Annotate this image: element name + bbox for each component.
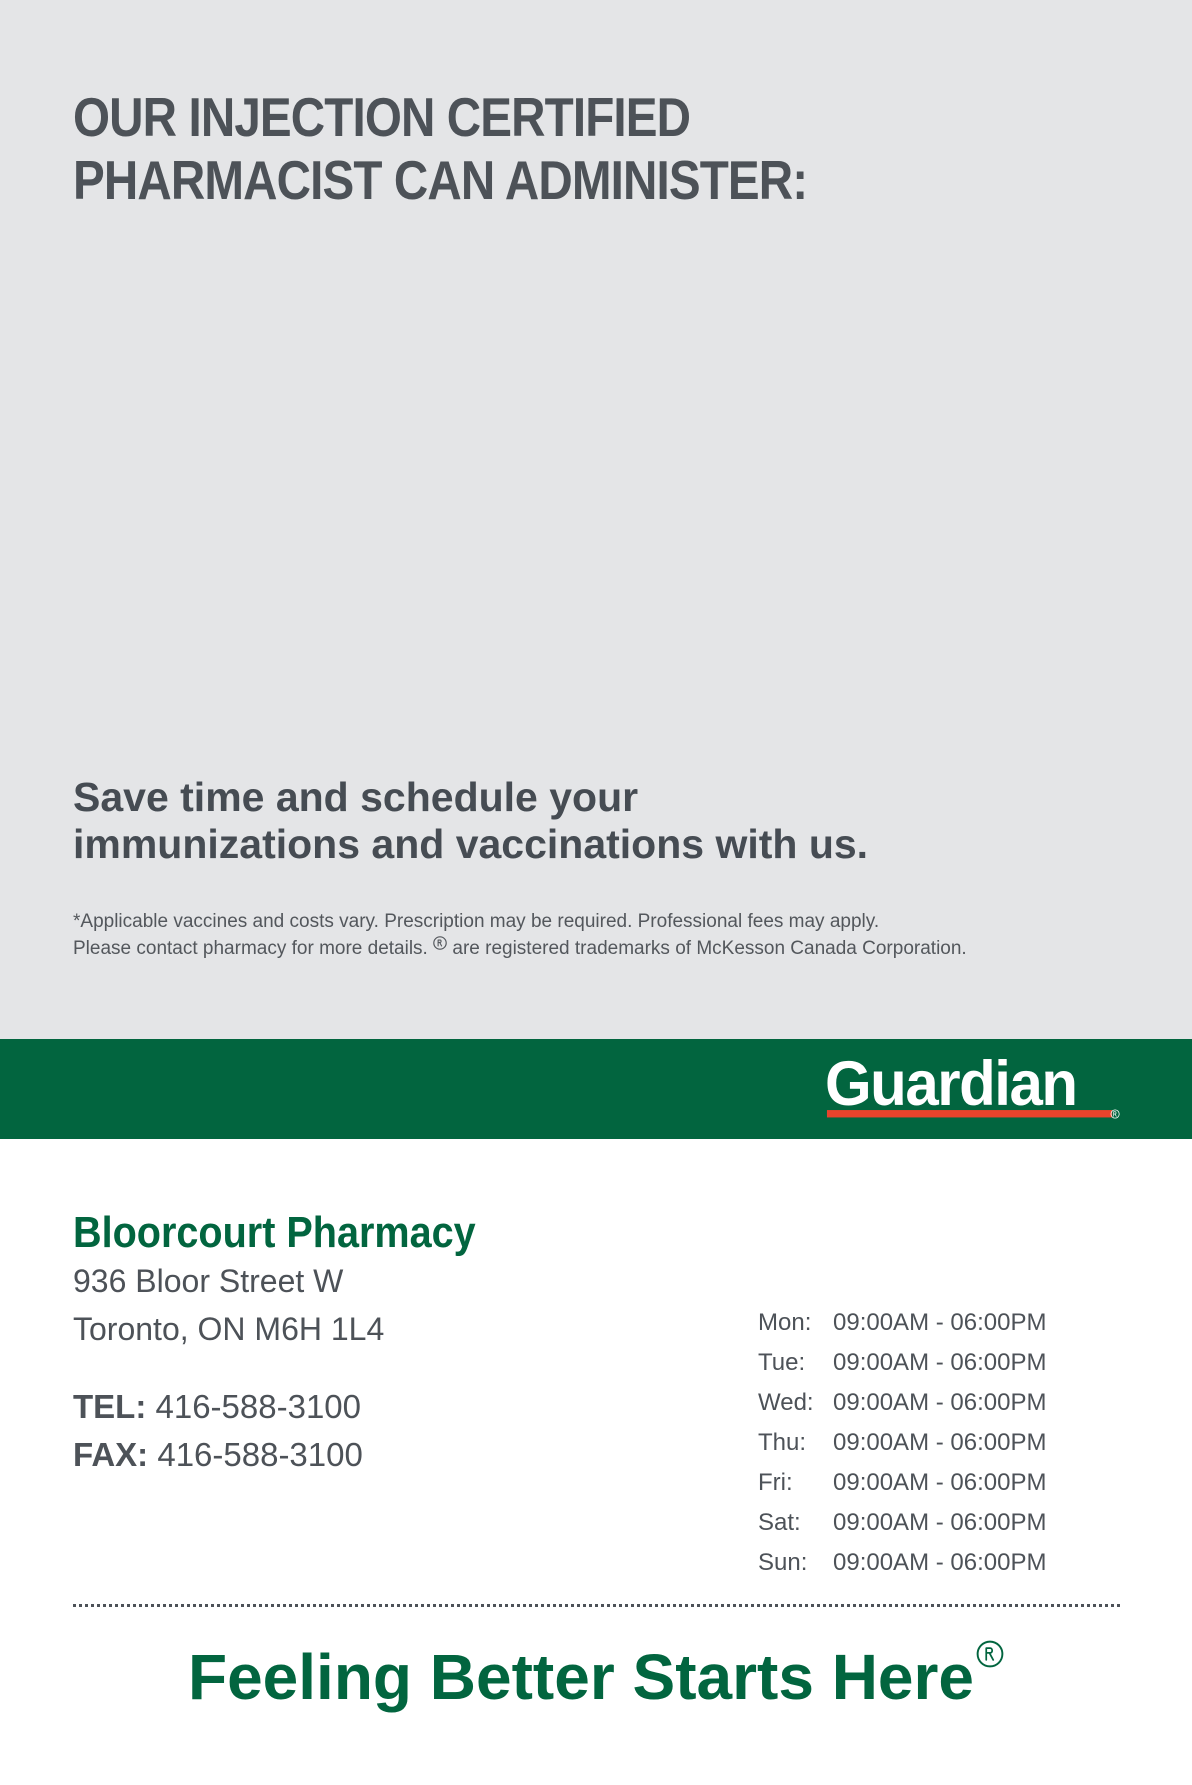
svg-text:Guardian: Guardian [825, 1050, 1077, 1119]
